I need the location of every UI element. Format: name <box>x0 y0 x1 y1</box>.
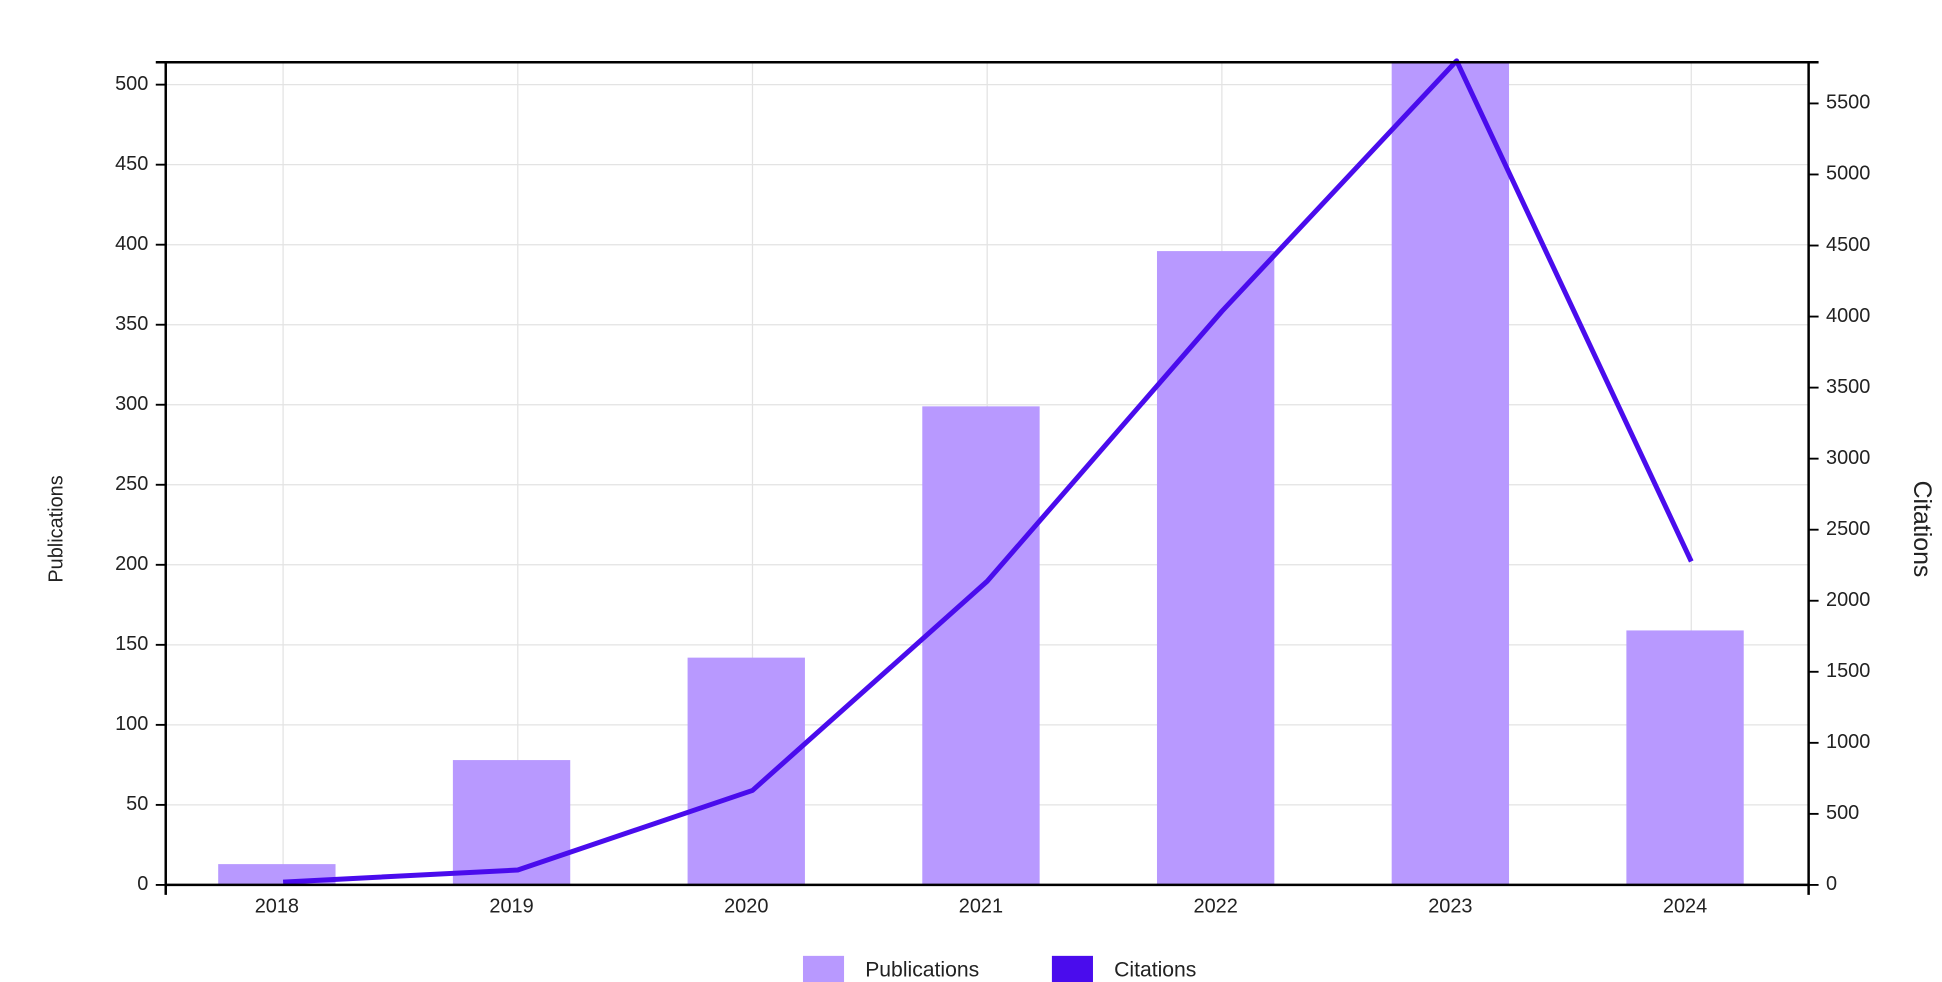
bar <box>687 657 805 885</box>
bar <box>1156 251 1275 885</box>
y2-tick-label: 500 <box>1826 802 1859 824</box>
y-tick-label: 100 <box>115 713 148 735</box>
x-tick-label: 2024 <box>1663 896 1707 918</box>
line <box>282 58 1694 885</box>
y2-tick-label: 5500 <box>1826 92 1870 114</box>
bar <box>922 406 1040 885</box>
bar <box>1626 630 1744 885</box>
y-axis-label: Publications <box>46 475 68 582</box>
y2-tick-label: 3500 <box>1826 376 1870 398</box>
y-tick-label: 500 <box>115 73 148 95</box>
y-tick-label: 300 <box>115 393 148 415</box>
y2-tick-label: 5000 <box>1826 163 1870 185</box>
bar <box>1391 62 1510 885</box>
y2-tick-label: 3000 <box>1826 447 1870 469</box>
y-tick-label: 450 <box>115 153 148 175</box>
x-tick-label: 2018 <box>255 896 299 918</box>
y2-tick-label: 2000 <box>1826 589 1870 611</box>
y-tick-label: 150 <box>115 633 148 655</box>
y2-tick-label: 4000 <box>1826 305 1870 327</box>
marks <box>218 58 1744 885</box>
y-tick-label: 250 <box>115 473 148 495</box>
y-tick-label: 400 <box>115 233 148 255</box>
y-tick-label: 200 <box>115 553 148 575</box>
x-tick-label: 2022 <box>1194 896 1238 918</box>
y2-tick-label: 1000 <box>1826 731 1870 753</box>
bar <box>452 760 571 885</box>
axes: 0501001502002503003504004505000500100015… <box>115 60 1870 918</box>
legend-label: Publications <box>865 958 979 981</box>
x-tick-label: 2021 <box>959 896 1003 918</box>
legend-swatch <box>1051 955 1093 982</box>
legend-swatch <box>802 955 845 982</box>
x-tick-label: 2019 <box>489 896 533 918</box>
y2-tick-label: 4500 <box>1826 234 1870 256</box>
y2-tick-label: 2500 <box>1826 518 1870 540</box>
x-tick-label: 2020 <box>724 896 768 918</box>
y-tick-label: 350 <box>115 313 148 335</box>
y2-tick-label: 1500 <box>1826 660 1870 682</box>
x-tick-label: 2023 <box>1428 896 1472 918</box>
legend-label: Citations <box>1114 958 1196 981</box>
y-tick-label: 50 <box>126 793 148 815</box>
y2-axis-label: Citations <box>1908 481 1936 578</box>
y2-tick-label: 0 <box>1826 873 1837 895</box>
y-tick-label: 0 <box>137 873 148 895</box>
